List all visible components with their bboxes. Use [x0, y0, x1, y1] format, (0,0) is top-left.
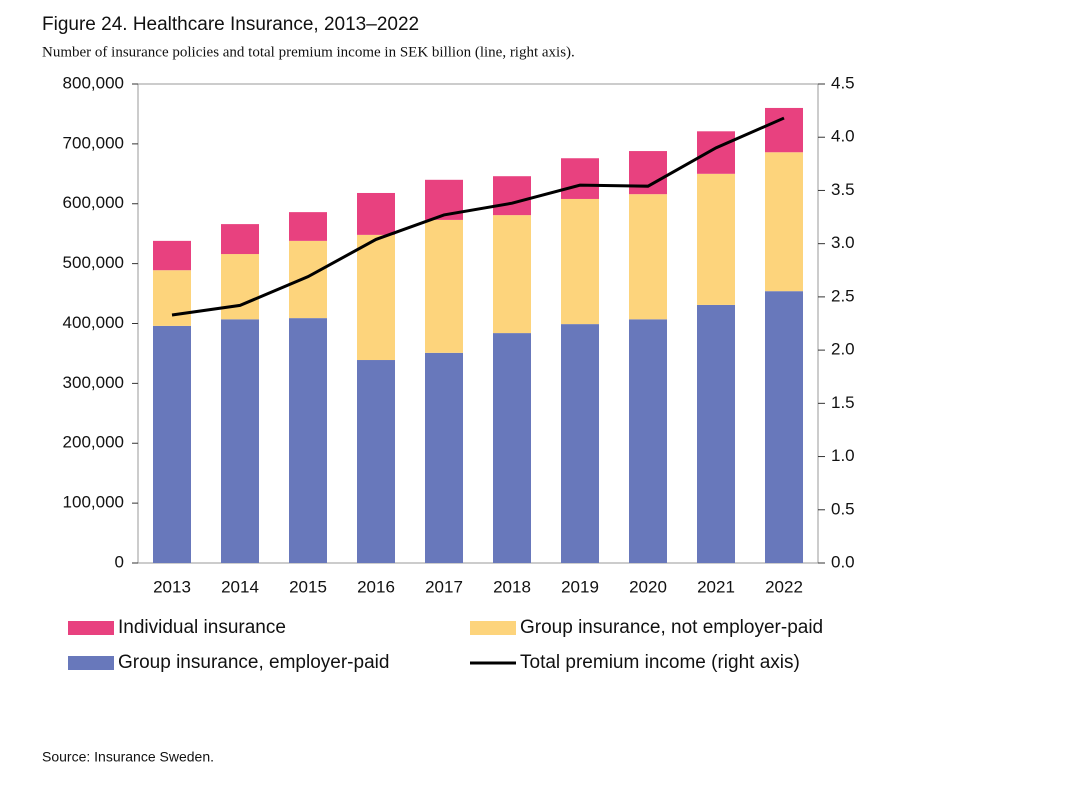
y2-tick-label: 4.5 — [831, 73, 855, 92]
x-tick-label: 2018 — [493, 577, 531, 596]
bar-segment — [425, 219, 463, 353]
bar-segment — [765, 291, 803, 563]
bar-segment — [629, 151, 667, 195]
bar-segment — [561, 158, 599, 199]
bar-segment — [357, 192, 395, 235]
bar-segment — [221, 319, 259, 563]
chart-title: Figure 24. Healthcare Insurance, 2013–20… — [42, 14, 419, 35]
bar-segment — [153, 240, 191, 271]
y-tick-label: 0 — [115, 552, 124, 571]
bar-segment — [425, 352, 463, 563]
line-series — [171, 116, 785, 317]
y-tick-label: 700,000 — [63, 133, 124, 152]
bar-segment — [221, 224, 259, 255]
y2-tick-label: 1.0 — [831, 446, 855, 465]
x-tick-label: 2016 — [357, 577, 395, 596]
x-tick-label: 2013 — [153, 577, 191, 596]
x-tick-label: 2014 — [221, 577, 259, 596]
x-tick-label: 2021 — [697, 577, 735, 596]
bar-segment — [357, 360, 395, 563]
bar-segment — [493, 333, 531, 563]
x-tick-label: 2020 — [629, 577, 667, 596]
legend-label: Group insurance, not employer-paid — [520, 617, 823, 638]
chart-subtitle: Number of insurance policies and total p… — [42, 44, 575, 60]
legend-swatch — [68, 656, 114, 670]
y2-tick-label: 4.0 — [831, 127, 855, 146]
x-tick-label: 2017 — [425, 577, 463, 596]
y-tick-label: 600,000 — [63, 193, 124, 212]
bar-segment — [697, 304, 735, 563]
bar-segment — [561, 198, 599, 325]
y2-tick-label: 2.5 — [831, 286, 855, 305]
y2-tick-label: 2.0 — [831, 340, 855, 359]
bar-segment — [765, 107, 803, 153]
bar-segment — [357, 234, 395, 361]
x-tick-label: 2022 — [765, 577, 803, 596]
y2-tick-label: 3.0 — [831, 233, 855, 252]
y2-tick-label: 1.5 — [831, 393, 855, 412]
y2-tick-label: 0.0 — [831, 552, 855, 571]
y-tick-label: 300,000 — [63, 373, 124, 392]
y-tick-label: 800,000 — [63, 73, 124, 92]
y-tick-label: 100,000 — [63, 493, 124, 512]
legend-label: Group insurance, employer-paid — [118, 652, 389, 673]
bar-segment — [765, 152, 803, 292]
legend-label: Individual insurance — [118, 617, 286, 638]
bar-segment — [493, 215, 531, 334]
legend-swatch — [68, 621, 114, 635]
y2-tick-label: 0.5 — [831, 499, 855, 518]
x-tick-label: 2019 — [561, 577, 599, 596]
bar-segment — [629, 319, 667, 563]
y2-tick-label: 3.5 — [831, 180, 855, 199]
bar-segment — [289, 212, 327, 241]
legend-label: Total premium income (right axis) — [520, 652, 800, 673]
bar-segment — [153, 325, 191, 563]
x-tick-label: 2015 — [289, 577, 327, 596]
bar-segment — [289, 318, 327, 563]
bar-segment — [561, 324, 599, 563]
source-note: Source: Insurance Sweden. — [42, 749, 214, 765]
legend-swatch — [470, 621, 516, 635]
bar-segment — [493, 176, 531, 216]
bar-segment — [697, 131, 735, 174]
bar-segment — [697, 173, 735, 305]
y-tick-label: 500,000 — [63, 253, 124, 272]
bar-segment — [289, 240, 327, 319]
y-tick-label: 200,000 — [63, 433, 124, 452]
y-tick-label: 400,000 — [63, 313, 124, 332]
bar-segment — [629, 194, 667, 320]
bar-segment — [153, 270, 191, 326]
bar-segment — [221, 254, 259, 320]
